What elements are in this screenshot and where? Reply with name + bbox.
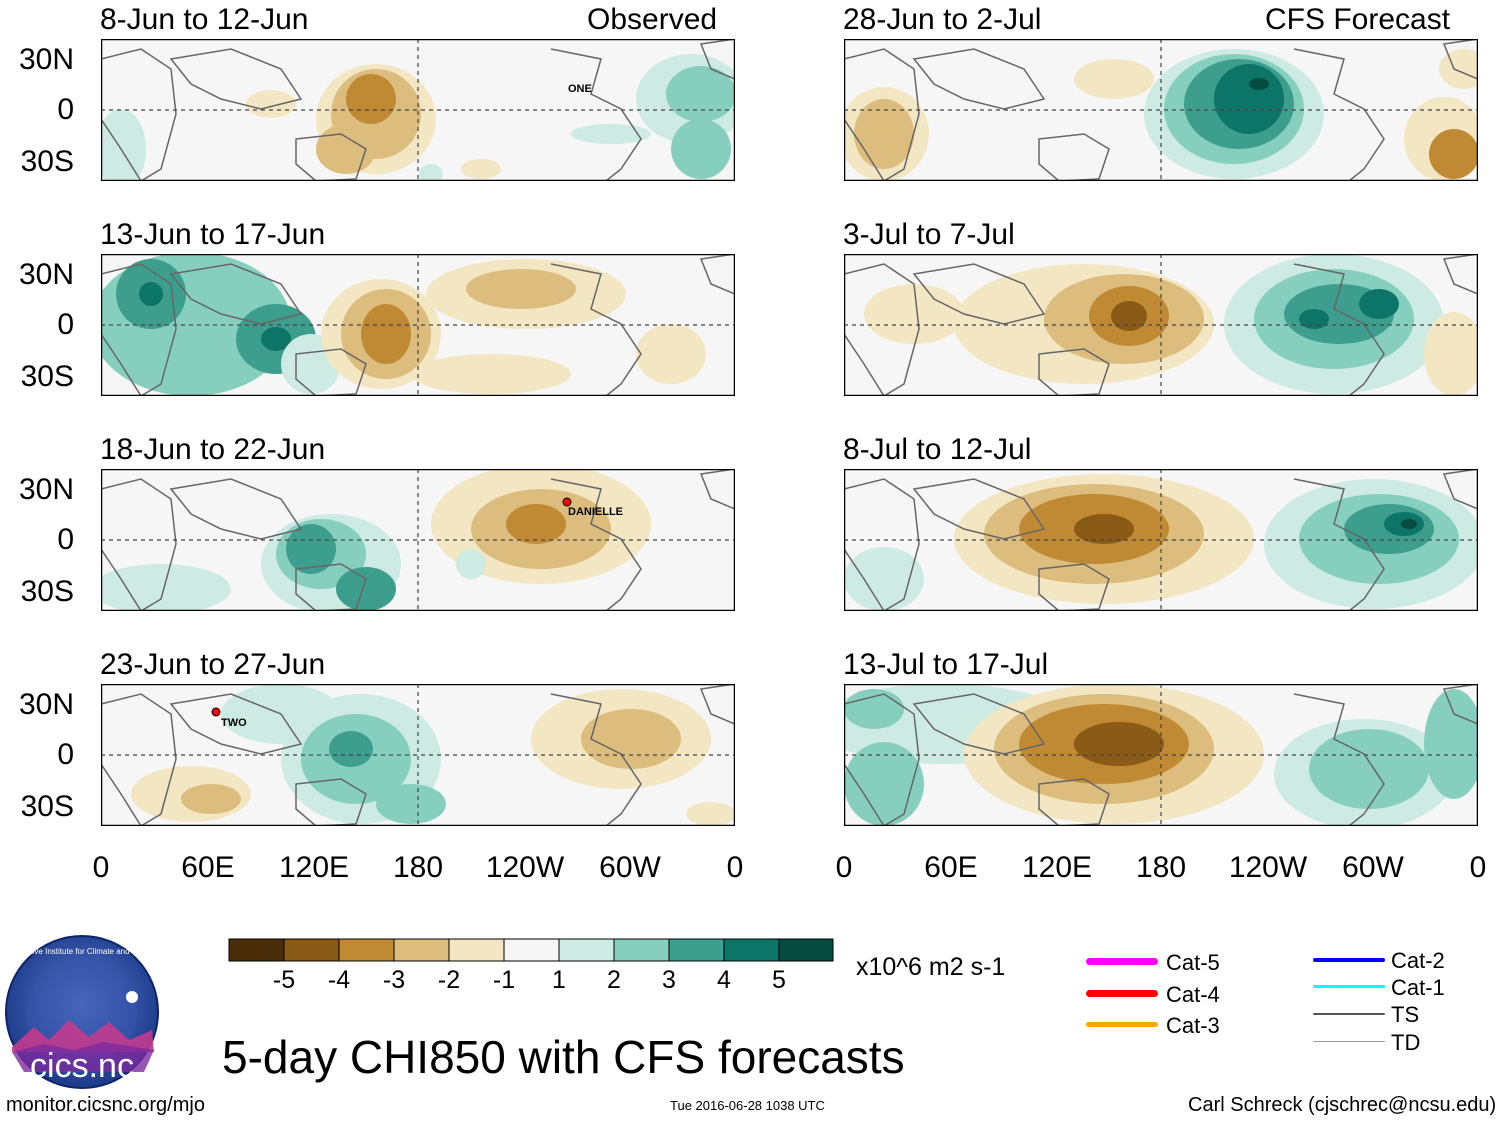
lon-label: 120E (278, 851, 350, 884)
map-panel-observed-1: ONE (101, 39, 735, 181)
storm-label: DANIELLE (568, 506, 623, 518)
colorbar-swatch (448, 938, 505, 962)
lat-label: 30N (18, 473, 74, 506)
map-panel-forecast-3 (844, 469, 1478, 611)
lat-label: 30S (20, 360, 74, 393)
map-panel-observed-3: DANIELLE (101, 469, 735, 611)
lat-label: 30S (20, 145, 74, 178)
lat-label: 30N (18, 688, 74, 721)
footer-url[interactable]: monitor.cicsnc.org/mjo (6, 1094, 205, 1116)
legend-line-cat4 (1086, 990, 1158, 997)
colorbar-units: x10^6 m2 s-1 (856, 953, 1006, 981)
colorbar-swatch (338, 938, 395, 962)
storm-label: ONE (568, 83, 592, 95)
colorbar-tick: 4 (717, 966, 731, 994)
legend-label-td: TD (1391, 1030, 1421, 1055)
colorbar-tick: -3 (382, 966, 406, 994)
legend-line-cat2 (1313, 958, 1385, 962)
storm-label: TWO (221, 717, 247, 729)
lon-label: 120E (1021, 851, 1093, 884)
legend-label-cat2: Cat-2 (1391, 948, 1445, 973)
logo-text: cics.nc (30, 1047, 134, 1085)
lat-label: 30S (20, 790, 74, 823)
footer-author: Carl Schreck (cjschrec@ncsu.edu) (1188, 1094, 1497, 1116)
legend-label-cat4: Cat-4 (1166, 982, 1220, 1007)
colorbar-swatch (668, 938, 725, 962)
lon-label: 60E (924, 851, 978, 884)
colorbar-swatch (723, 938, 780, 962)
lat-label: 0 (57, 738, 74, 771)
lon-label: 60W (1342, 851, 1404, 884)
map-panel-forecast-4 (844, 684, 1478, 826)
colorbar-swatch (778, 938, 834, 962)
observed-label: Observed (587, 3, 718, 36)
colorbar-tick: 2 (607, 966, 621, 994)
lat-label: 0 (57, 93, 74, 126)
panel-title: 8-Jul to 12-Jul (843, 433, 1032, 466)
cics-logo: cics.nc Cooperative Institute for Climat… (4, 935, 160, 1089)
map-panel-forecast-2 (844, 254, 1478, 396)
colorbar (228, 938, 834, 962)
lat-label: 30N (18, 258, 74, 291)
panel-title: 18-Jun to 22-Jun (100, 433, 326, 466)
legend-line-td (1313, 1041, 1385, 1042)
colorbar-tick: -1 (492, 966, 516, 994)
map-panel-forecast-1 (844, 39, 1478, 181)
colorbar-tick: 5 (772, 966, 786, 994)
legend-label-cat1: Cat-1 (1391, 975, 1445, 1000)
lon-label: 120W (485, 851, 565, 884)
map-panel-observed-4: TWO (101, 684, 735, 826)
colorbar-swatch (503, 938, 560, 962)
lon-label: 0 (92, 851, 110, 884)
main-title: 5-day CHI850 with CFS forecasts (222, 1031, 905, 1083)
lon-label: 0 (1469, 851, 1487, 884)
colorbar-swatch (228, 938, 285, 962)
panel-title: 23-Jun to 27-Jun (100, 648, 326, 681)
lon-label: 0 (835, 851, 853, 884)
colorbar-tick: 1 (552, 966, 566, 994)
colorbar-tick: -2 (437, 966, 461, 994)
colorbar-tick: -4 (327, 966, 351, 994)
lat-label: 0 (57, 308, 74, 341)
lon-label: 180 (392, 851, 444, 884)
lon-label: 120W (1228, 851, 1308, 884)
legend-line-cat5 (1086, 958, 1158, 965)
colorbar-swatch (283, 938, 340, 962)
legend-label-cat5: Cat-5 (1166, 950, 1220, 975)
lon-label: 0 (726, 851, 744, 884)
legend-line-cat3 (1086, 1022, 1158, 1027)
lon-label: 60E (181, 851, 235, 884)
panel-title: 13-Jun to 17-Jun (100, 218, 326, 251)
lon-label: 60W (599, 851, 661, 884)
footer-timestamp: Tue 2016-06-28 1038 UTC (670, 1098, 825, 1113)
lat-label: 30N (18, 43, 74, 76)
map-panel-observed-2 (101, 254, 735, 396)
panel-title: 28-Jun to 2-Jul (843, 3, 1042, 36)
panel-title: 3-Jul to 7-Jul (843, 218, 1015, 251)
colorbar-tick: 3 (662, 966, 676, 994)
legend-label-cat3: Cat-3 (1166, 1013, 1220, 1038)
forecast-label: CFS Forecast (1265, 3, 1451, 36)
lon-label: 180 (1135, 851, 1187, 884)
lat-label: 0 (57, 523, 74, 556)
lat-label: 30S (20, 575, 74, 608)
panel-title: 8-Jun to 12-Jun (100, 3, 309, 36)
legend-label-ts: TS (1391, 1002, 1420, 1027)
colorbar-swatch (558, 938, 615, 962)
logo-ring-text: Cooperative Institute for Climate and Sa… (4, 947, 160, 956)
colorbar-tick: -5 (272, 966, 296, 994)
colorbar-swatch (613, 938, 670, 962)
colorbar-swatch (393, 938, 450, 962)
legend-line-ts (1313, 1013, 1385, 1015)
panel-title: 13-Jul to 17-Jul (843, 648, 1049, 681)
legend-line-cat1 (1313, 985, 1385, 988)
